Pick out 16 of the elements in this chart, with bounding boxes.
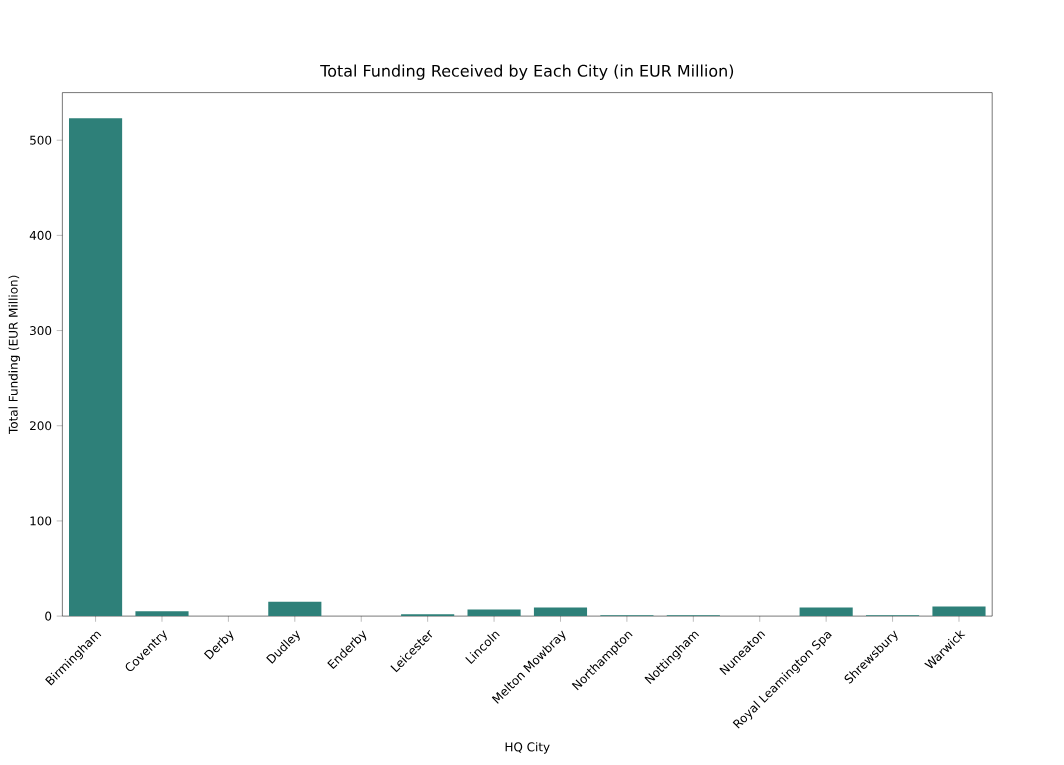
- bar: [467, 609, 521, 616]
- bar: [533, 607, 588, 616]
- bar: [932, 606, 986, 616]
- y-tick-label: 0: [45, 611, 52, 621]
- bar: [135, 611, 189, 616]
- y-axis-title: Total Funding (EUR Million): [8, 275, 21, 434]
- y-tick-label: 300: [30, 325, 52, 335]
- bar: [268, 601, 322, 616]
- bar: [69, 118, 123, 616]
- y-tick-label: 500: [30, 135, 52, 145]
- y-tick-label: 100: [30, 516, 52, 526]
- chart-title: Total Funding Received by Each City (in EUR Million): [320, 64, 734, 80]
- x-axis-title: HQ City: [505, 741, 550, 754]
- y-tick-label: 400: [29, 230, 52, 240]
- bar: [799, 607, 853, 616]
- y-tick-label: 200: [30, 421, 52, 431]
